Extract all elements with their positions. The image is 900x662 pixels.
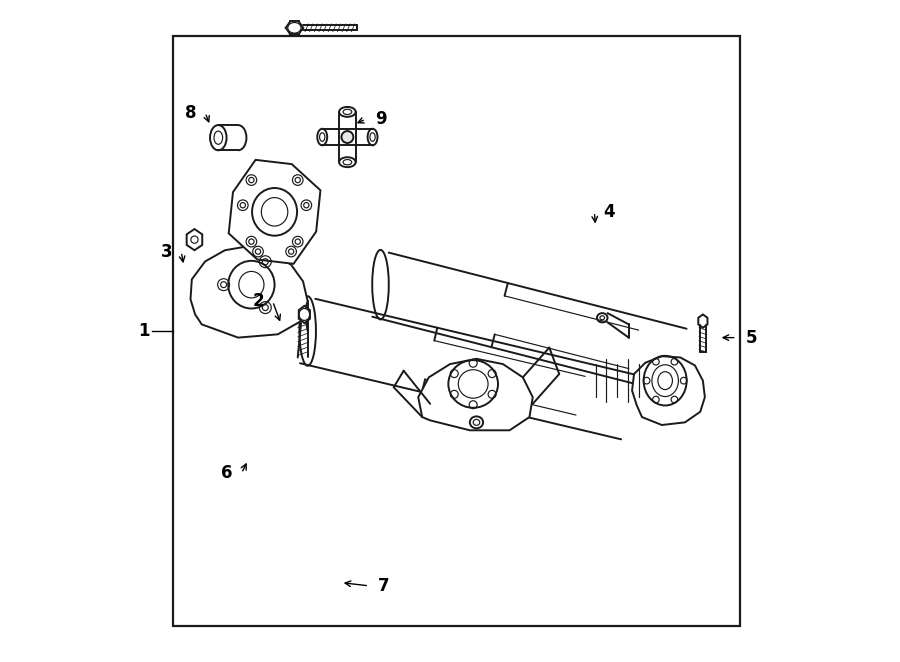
Polygon shape <box>418 359 533 430</box>
Polygon shape <box>698 314 707 328</box>
Text: 8: 8 <box>184 103 196 122</box>
Polygon shape <box>632 356 705 425</box>
Text: 2: 2 <box>252 292 264 310</box>
Ellipse shape <box>341 131 354 143</box>
Polygon shape <box>299 306 310 323</box>
Polygon shape <box>186 229 202 250</box>
Polygon shape <box>191 246 308 338</box>
Polygon shape <box>229 160 320 264</box>
Text: 1: 1 <box>139 322 150 340</box>
Text: 4: 4 <box>603 203 615 221</box>
Text: 7: 7 <box>378 577 390 595</box>
Text: 3: 3 <box>161 242 173 261</box>
Text: 9: 9 <box>374 110 386 128</box>
Text: 5: 5 <box>745 328 757 347</box>
Text: 6: 6 <box>221 464 233 483</box>
Bar <box>174 36 740 626</box>
